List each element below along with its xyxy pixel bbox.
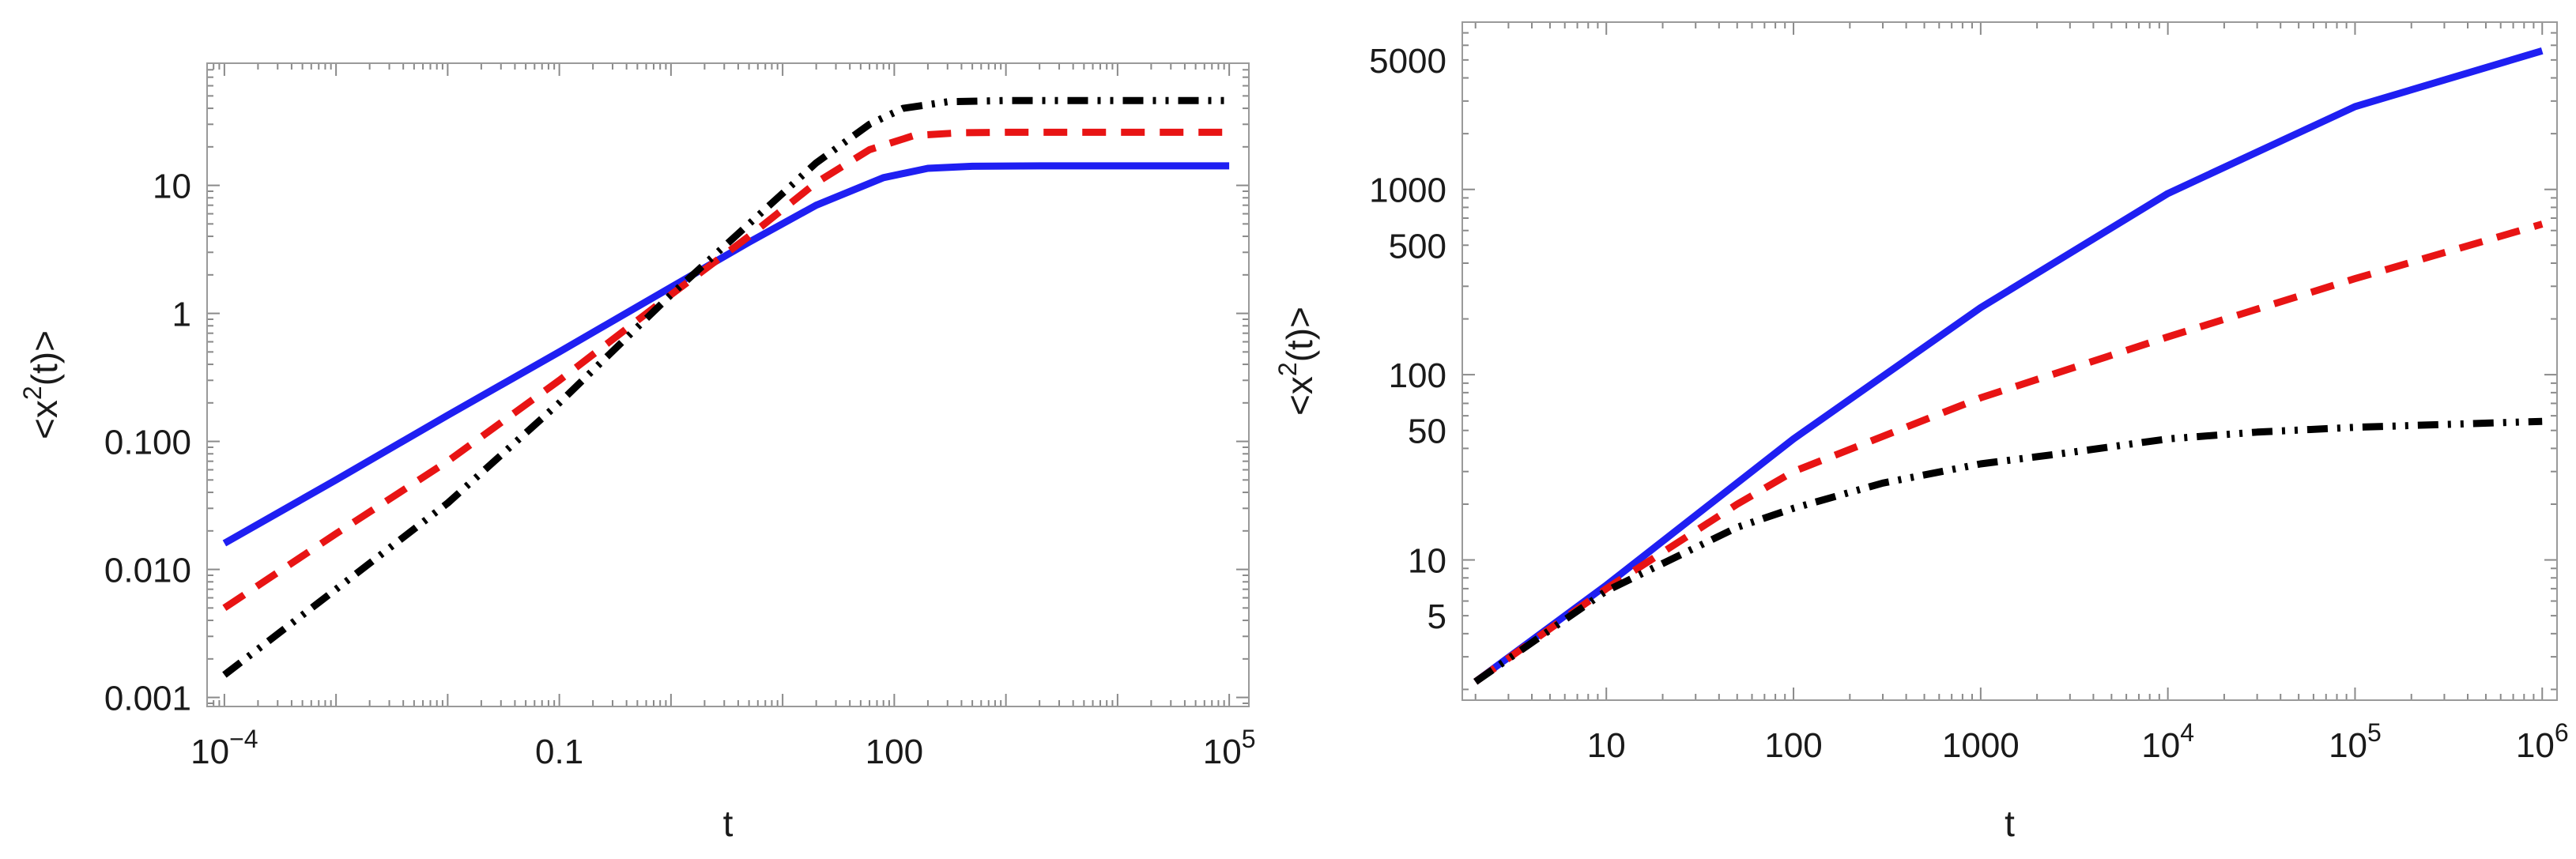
chart-0-y-axis-label: <x2(t)> (18, 330, 65, 439)
chart-1-x-tick-label: 10 (1587, 726, 1626, 765)
chart-1-y-tick-label: 50 (1408, 413, 1446, 451)
chart-0-x-tick-label: 105 (1203, 725, 1256, 771)
chart-1-y-axis-label: <x2(t)> (1273, 307, 1320, 416)
chart-0-x-axis-label: t (723, 803, 734, 844)
chart-1-x-tick-label: 104 (2141, 718, 2194, 765)
chart-1-x-tick-label: 100 (1764, 726, 1822, 765)
chart-0-y-tick-label: 1 (172, 296, 191, 334)
left-panel: 10−4 0.1 100 105 0.001 0.010 0.100 1 10 t <x2(t)> (18, 62, 1256, 844)
chart-0-series-black-dash-dot-dot (222, 96, 1230, 678)
chart-0-y-tick-label: 0.001 (104, 680, 191, 718)
right-panel: 10 100 1000 104 105 106 5 10 50 100 500 1000 5000 t <x… (1273, 21, 2569, 844)
chart-1-y-tick-label: 5 (1428, 597, 1446, 636)
chart-0-y-tick-label: 0.100 (104, 424, 191, 462)
chart-0-x-tick-label: 100 (866, 733, 923, 771)
chart-1-y-tick-label: 1000 (1369, 171, 1446, 210)
chart-1-series-blue-solid (1473, 47, 2544, 685)
chart-1-x-tick-label: 106 (2516, 718, 2569, 765)
chart-1-y-tick-label: 10 (1408, 542, 1446, 581)
chart-1-series-red-dashed (1473, 220, 2544, 685)
chart-1-x-tick-label: 1000 (1942, 726, 2020, 765)
chart-1-plot-frame (1461, 21, 2558, 701)
chart-1-series-black-dash-dot-dot (1473, 417, 2543, 685)
chart-0-y-tick-label: 0.010 (104, 552, 191, 590)
chart-1-y-tick-label: 500 (1389, 227, 1446, 266)
chart-0-x-tick-label: 10−4 (190, 725, 258, 771)
chart-1-y-tick-label: 100 (1389, 356, 1446, 395)
chart-1-x-tick-label: 105 (2329, 718, 2382, 765)
chart-1-x-axis-label: t (2005, 803, 2015, 844)
chart-0-x-tick-label: 0.1 (535, 733, 583, 771)
chart-0-y-tick-label: 10 (153, 168, 191, 206)
chart-0-plot-frame (206, 62, 1250, 707)
chart-1-y-tick-label: 5000 (1369, 42, 1446, 81)
chart-0-series-red-dashed (222, 128, 1230, 612)
chart-0-series-blue-solid (222, 162, 1230, 547)
